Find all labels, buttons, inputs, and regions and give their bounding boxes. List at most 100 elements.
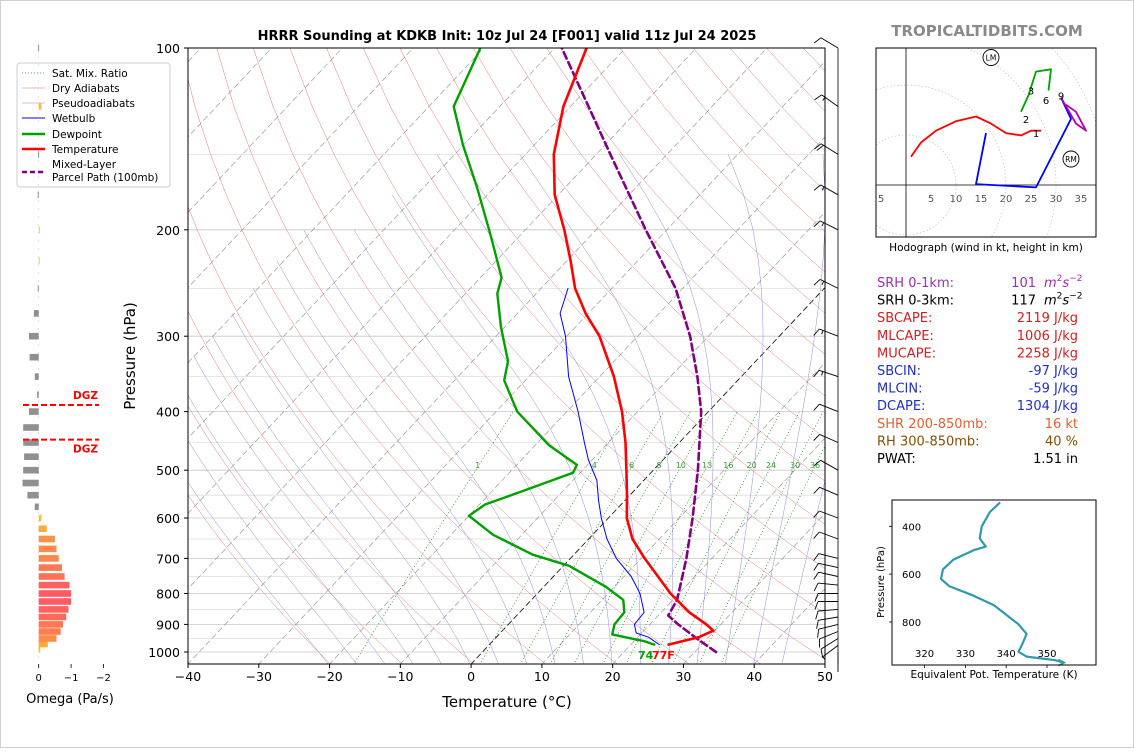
wind-barb bbox=[815, 602, 838, 610]
theta-e-xlabel: Equivalent Pot. Temperature (K) bbox=[910, 669, 1077, 681]
omega-bar bbox=[38, 45, 39, 52]
skewt-ytick-label: 700 bbox=[156, 551, 180, 566]
stat-unit-base: m bbox=[1044, 294, 1057, 309]
wind-barb-staff bbox=[821, 460, 838, 470]
stat-value: 101 bbox=[1011, 276, 1036, 291]
legend-label-parcel-line2: Parcel Path (100mb) bbox=[52, 172, 158, 184]
skewt-xtick-label: −10 bbox=[387, 669, 413, 684]
series-temperature bbox=[554, 48, 714, 645]
omega-bar bbox=[39, 525, 47, 532]
wind-barb-staff bbox=[819, 632, 838, 640]
theta-e-xtick-label: 350 bbox=[1037, 649, 1056, 660]
wind-barb bbox=[814, 434, 838, 442]
legend-label-dewpoint: Dewpoint bbox=[52, 129, 102, 141]
wind-barb-staff bbox=[819, 554, 838, 559]
wind-barb-flag bbox=[816, 611, 818, 619]
omega-bar bbox=[23, 480, 39, 487]
wind-barb-staff bbox=[818, 583, 838, 585]
stat-value: 1006 J/kg bbox=[1017, 329, 1078, 344]
omega-bar bbox=[39, 606, 69, 613]
wind-barb-flag bbox=[814, 572, 819, 579]
mixing-ratio-label: 24 bbox=[766, 461, 776, 470]
hodograph-ring-label: 5 bbox=[878, 194, 884, 205]
skewt-title: HRRR Sounding at KDKB Init: 10z Jul 24 [… bbox=[258, 29, 757, 44]
dry-adiabat-line bbox=[290, 48, 834, 665]
skewt-ytick-label: 800 bbox=[156, 587, 180, 602]
wind-barb-flag bbox=[814, 185, 821, 190]
omega-bar bbox=[39, 103, 42, 110]
omega-bar bbox=[24, 453, 39, 460]
wind-barb bbox=[814, 487, 838, 495]
hodograph-ring-label: 10 bbox=[950, 194, 963, 205]
omega-bar bbox=[39, 227, 40, 234]
wind-barb bbox=[814, 329, 838, 336]
wind-barb-half-flag bbox=[822, 281, 824, 285]
omega-xlabel: Omega (Pa/s) bbox=[26, 692, 114, 707]
stat-value: -59 J/kg bbox=[1029, 382, 1078, 397]
theta-e-ytick-label: 400 bbox=[902, 522, 921, 533]
omega-bar bbox=[39, 635, 57, 642]
wind-barb-staff bbox=[819, 532, 838, 539]
stat-label: SBCAPE: bbox=[877, 311, 932, 326]
mixing-ratio-line bbox=[721, 412, 843, 665]
omega-bar bbox=[27, 492, 38, 499]
dry-adiabat-line bbox=[180, 48, 618, 665]
omega-bar bbox=[39, 573, 65, 580]
theta-e-xtick-label: 340 bbox=[997, 649, 1016, 660]
skewt-ytick-label: 100 bbox=[156, 41, 180, 56]
wind-barb bbox=[814, 38, 838, 48]
stat-value: 2119 J/kg bbox=[1017, 311, 1078, 326]
theta-e-xtick-label: 320 bbox=[915, 649, 934, 660]
stat-unit-base: m bbox=[1044, 276, 1057, 291]
wind-barb bbox=[814, 279, 838, 288]
skewt-ytick-label: 900 bbox=[156, 617, 180, 632]
stat-unit-sup2: −2 bbox=[1069, 274, 1082, 284]
skewt-ytick-label: 400 bbox=[156, 405, 180, 420]
skewt-xtick-label: 30 bbox=[675, 669, 691, 684]
skewt-xtick-label: 10 bbox=[534, 669, 550, 684]
stat-label: PWAT: bbox=[877, 452, 916, 467]
isotherm-line bbox=[329, 48, 909, 665]
hodograph-ring-label: 30 bbox=[1050, 194, 1063, 205]
omega-bar bbox=[30, 354, 39, 361]
wind-barb-staff bbox=[818, 617, 838, 620]
pseudoadiabat-line bbox=[194, 357, 413, 665]
mixing-ratio-label: 13 bbox=[702, 461, 712, 470]
stat-value: 16 kt bbox=[1045, 417, 1078, 432]
wind-barb-flag bbox=[821, 649, 823, 657]
skewt-ylabel: Pressure (hPa) bbox=[121, 302, 139, 410]
stat-value: 1304 J/kg bbox=[1017, 399, 1078, 414]
hodograph-ring-label: 15 bbox=[975, 194, 988, 205]
omega-bar bbox=[39, 555, 59, 562]
theta-e-ytick-label: 800 bbox=[902, 618, 921, 629]
series-mixed-layer-parcel-path-100mb bbox=[562, 48, 716, 652]
wind-barb bbox=[814, 404, 838, 411]
stat-label: DCAPE: bbox=[877, 399, 925, 414]
hodograph-segment bbox=[1061, 98, 1086, 131]
legend-label-pseudoadiabats: Pseudoadiabats bbox=[52, 98, 135, 110]
isotherm-line bbox=[117, 48, 697, 665]
pseudoadiabat-line bbox=[725, 154, 763, 664]
legend-label-dry-adiabats: Dry Adiabats bbox=[52, 83, 120, 95]
surface-temperature-label: 77F bbox=[652, 649, 675, 662]
wind-barb bbox=[814, 554, 838, 561]
hodograph-height-label: 9 bbox=[1058, 91, 1064, 102]
wind-barb-flag bbox=[814, 554, 819, 561]
wind-barb bbox=[815, 95, 838, 107]
wind-barb bbox=[814, 185, 838, 195]
stat-label: MLCIN: bbox=[877, 382, 922, 397]
omega-bar bbox=[35, 504, 39, 511]
skewt-xtick-label: −40 bbox=[175, 669, 201, 684]
skewt-ytick-label: 1000 bbox=[148, 645, 180, 660]
dry-adiabat-line bbox=[803, 48, 1134, 665]
pseudoadiabat-line bbox=[520, 154, 673, 664]
mixing-ratio-label: 8 bbox=[656, 461, 661, 470]
skewt-series-layer bbox=[454, 48, 716, 652]
omega-xtick-label: −1 bbox=[64, 673, 79, 684]
omega-bar bbox=[39, 546, 57, 553]
wind-barb-staff bbox=[819, 563, 839, 567]
mixing-ratio-label: 1 bbox=[475, 461, 480, 470]
